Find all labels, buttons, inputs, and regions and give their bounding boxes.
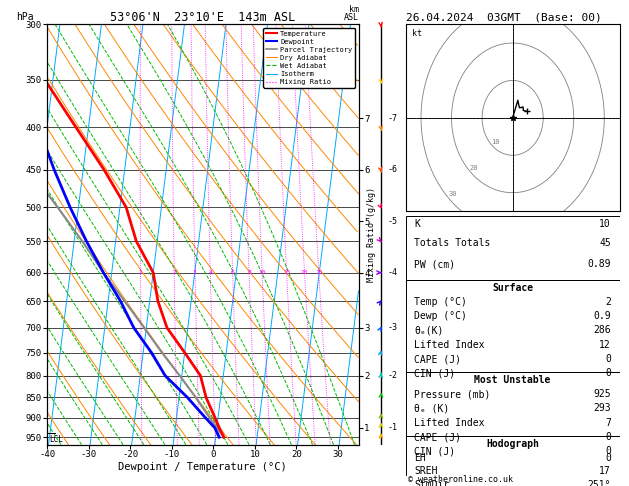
- Text: LCL: LCL: [49, 434, 63, 444]
- Text: θₑ (K): θₑ (K): [415, 403, 450, 414]
- Text: 251°: 251°: [587, 480, 611, 486]
- Text: Mixing Ratio (g/kg): Mixing Ratio (g/kg): [367, 187, 376, 282]
- Text: 925: 925: [593, 389, 611, 399]
- Text: 8: 8: [247, 270, 251, 275]
- Text: CAPE (J): CAPE (J): [415, 354, 461, 364]
- Text: 20: 20: [301, 270, 308, 275]
- Text: 10: 10: [491, 139, 500, 145]
- Text: 293: 293: [593, 403, 611, 414]
- Text: -6: -6: [387, 165, 398, 174]
- Text: Hodograph: Hodograph: [486, 438, 539, 449]
- Bar: [406, 436, 620, 476]
- Text: 0: 0: [605, 453, 611, 463]
- X-axis label: Dewpoint / Temperature (°C): Dewpoint / Temperature (°C): [118, 462, 287, 472]
- Text: Totals Totals: Totals Totals: [415, 238, 491, 248]
- Text: 12: 12: [599, 340, 611, 350]
- Bar: [406, 372, 620, 436]
- Text: Dewp (°C): Dewp (°C): [415, 311, 467, 321]
- Text: -3: -3: [387, 323, 398, 332]
- Text: hPa: hPa: [16, 12, 34, 22]
- Text: CAPE (J): CAPE (J): [415, 432, 461, 442]
- Text: 0: 0: [605, 446, 611, 456]
- Text: Most Unstable: Most Unstable: [474, 375, 551, 385]
- Text: 0: 0: [605, 368, 611, 379]
- Text: 2: 2: [605, 297, 611, 307]
- Text: θₑ(K): θₑ(K): [415, 326, 443, 335]
- Text: StmDir: StmDir: [415, 480, 450, 486]
- Text: 30: 30: [448, 191, 457, 197]
- Text: SREH: SREH: [415, 467, 438, 476]
- Text: -1: -1: [387, 423, 398, 432]
- Text: -7: -7: [387, 114, 398, 123]
- Text: Pressure (mb): Pressure (mb): [415, 389, 491, 399]
- Text: K: K: [415, 219, 420, 229]
- Text: 286: 286: [593, 326, 611, 335]
- Text: © weatheronline.co.uk: © weatheronline.co.uk: [408, 475, 513, 484]
- Text: 7: 7: [605, 418, 611, 428]
- Text: 25: 25: [315, 270, 323, 275]
- Text: 15: 15: [283, 270, 291, 275]
- Text: -5: -5: [387, 217, 398, 226]
- Text: Surface: Surface: [492, 282, 533, 293]
- Text: 0: 0: [605, 354, 611, 364]
- Text: 0: 0: [605, 432, 611, 442]
- Text: Lifted Index: Lifted Index: [415, 340, 485, 350]
- Text: kt: kt: [412, 29, 422, 37]
- Text: 2: 2: [172, 270, 176, 275]
- Legend: Temperature, Dewpoint, Parcel Trajectory, Dry Adiabat, Wet Adiabat, Isotherm, Mi: Temperature, Dewpoint, Parcel Trajectory…: [264, 28, 355, 88]
- Text: km
ASL: km ASL: [343, 5, 359, 22]
- Bar: [406, 280, 620, 372]
- Text: PW (cm): PW (cm): [415, 259, 455, 269]
- Text: 10: 10: [599, 219, 611, 229]
- Text: 17: 17: [599, 467, 611, 476]
- Text: Temp (°C): Temp (°C): [415, 297, 467, 307]
- Text: 1: 1: [138, 270, 142, 275]
- Text: 45: 45: [599, 238, 611, 248]
- Text: 20: 20: [470, 165, 479, 171]
- Text: 26.04.2024  03GMT  (Base: 00): 26.04.2024 03GMT (Base: 00): [406, 12, 601, 22]
- Text: 0.9: 0.9: [593, 311, 611, 321]
- Bar: [406, 216, 620, 280]
- Text: 10: 10: [259, 270, 266, 275]
- Title: 53°06'N  23°10'E  143m ASL: 53°06'N 23°10'E 143m ASL: [110, 11, 296, 24]
- Text: 3: 3: [193, 270, 197, 275]
- Text: -4: -4: [387, 268, 398, 277]
- Text: 6: 6: [231, 270, 235, 275]
- Text: CIN (J): CIN (J): [415, 446, 455, 456]
- Text: 4: 4: [208, 270, 212, 275]
- Text: EH: EH: [415, 453, 426, 463]
- Text: Lifted Index: Lifted Index: [415, 418, 485, 428]
- Text: 0.89: 0.89: [587, 259, 611, 269]
- Text: CIN (J): CIN (J): [415, 368, 455, 379]
- Text: -2: -2: [387, 371, 398, 380]
